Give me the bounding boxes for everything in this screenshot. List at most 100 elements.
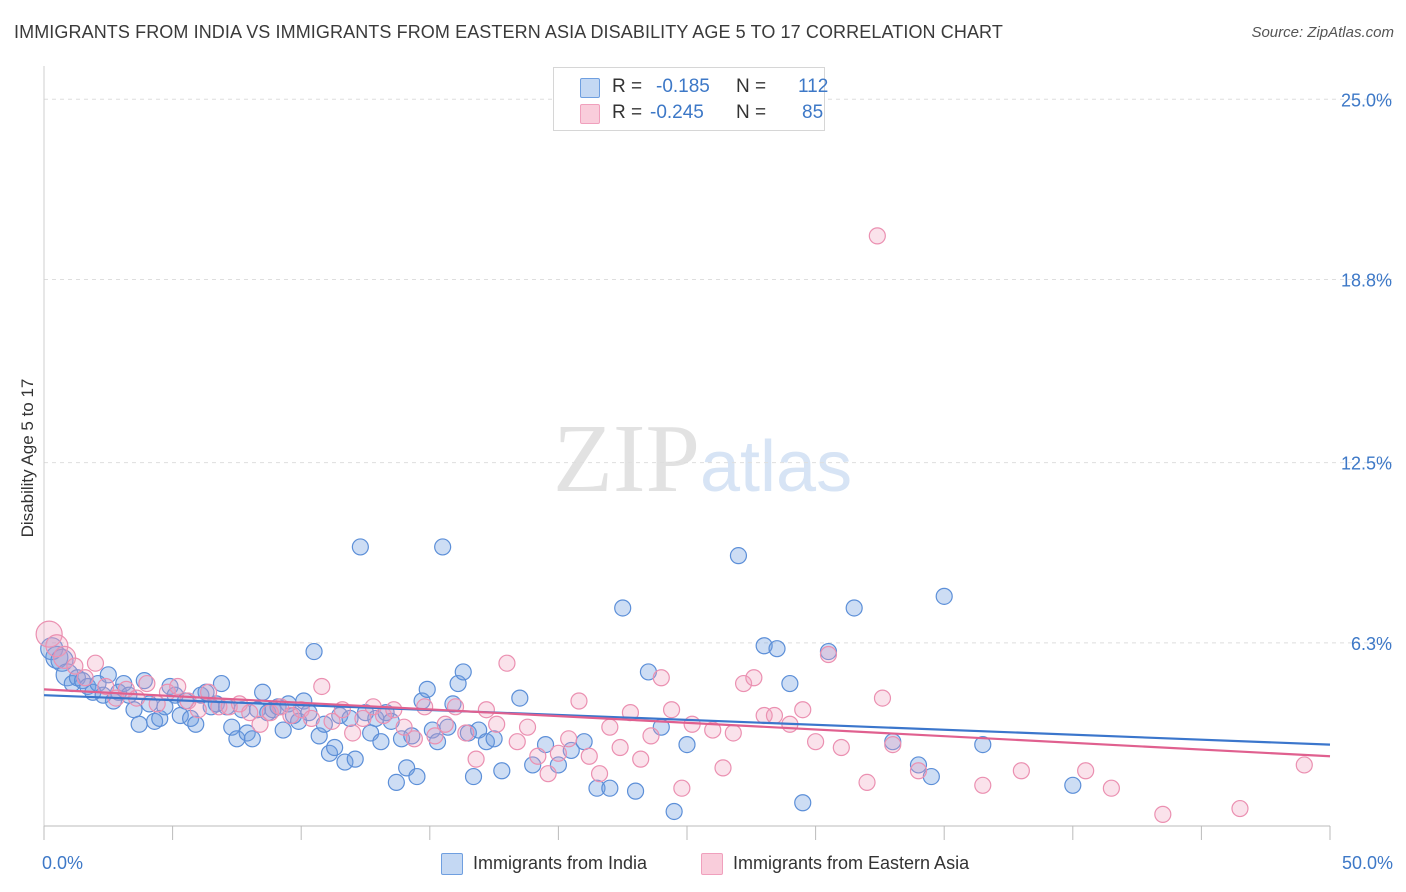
point-india-95 [614, 599, 632, 617]
legend-swatch-india [580, 78, 600, 98]
point-eastern-asia-3 [66, 657, 84, 675]
point-eastern-asia-46 [508, 733, 526, 751]
chart-source: Source: ZipAtlas.com [1251, 24, 1394, 41]
point-eastern-asia-28 [323, 712, 341, 730]
point-eastern-asia-75 [832, 738, 850, 757]
point-india-112 [974, 736, 992, 754]
point-eastern-asia-10 [138, 674, 156, 693]
point-eastern-asia-44 [488, 715, 506, 733]
legend-swatch-eastern-asia [580, 104, 600, 124]
point-india-94 [601, 779, 619, 797]
y-tick-label-1: 12.5% [1341, 454, 1392, 474]
point-india-109 [909, 756, 928, 774]
point-eastern-asia-20 [241, 704, 259, 722]
point-eastern-asia-extra-2 [1154, 805, 1172, 823]
point-eastern-asia-extra-1 [873, 689, 892, 707]
point-eastern-asia-6 [97, 677, 115, 696]
point-eastern-asia-72 [794, 701, 812, 719]
point-india-86 [493, 762, 511, 780]
point-eastern-asia-84 [1295, 756, 1313, 774]
legend-r-label-eastern-asia: R = [612, 102, 643, 123]
legend-r-value-eastern-asia: -0.245 [650, 102, 704, 123]
point-india-28 [187, 715, 205, 733]
point-eastern-asia-79 [974, 776, 992, 794]
point-eastern-asia-21 [251, 715, 269, 733]
point-india-100 [678, 736, 696, 754]
point-eastern-asia-26 [302, 709, 321, 728]
point-india-76 [434, 538, 452, 556]
point-india-103 [768, 640, 786, 658]
point-india-59 [346, 750, 364, 768]
point-eastern-asia-0 [35, 620, 63, 648]
point-india-67 [387, 773, 405, 791]
legend-n-value-eastern-asia: 85 [802, 102, 824, 123]
point-india-105 [794, 794, 812, 812]
point-eastern-asia-74 [819, 645, 838, 664]
point-india-45 [274, 721, 292, 739]
point-eastern-asia-70 [765, 706, 784, 725]
point-eastern-asia-77 [884, 736, 902, 754]
point-eastern-asia-30 [344, 724, 362, 742]
point-eastern-asia-16 [200, 683, 218, 701]
point-india-82 [464, 767, 483, 786]
point-india-96 [626, 782, 645, 800]
point-eastern-asia-55 [601, 718, 619, 736]
point-india-92 [575, 733, 593, 751]
point-india-39 [243, 730, 261, 748]
point-india-80 [454, 663, 472, 681]
point-eastern-asia-5 [86, 654, 105, 672]
point-eastern-asia-2 [52, 645, 77, 669]
trend-line-india [43, 694, 1331, 746]
y-tick-label-0: 6.3% [1351, 634, 1392, 654]
point-eastern-asia-45 [498, 654, 516, 672]
point-eastern-asia-39 [436, 715, 454, 733]
point-india-51 [305, 642, 323, 661]
point-eastern-asia-65 [714, 759, 732, 777]
point-eastern-asia-83 [1231, 799, 1249, 818]
point-eastern-asia-66 [724, 724, 742, 742]
point-eastern-asia-31 [354, 709, 372, 728]
legend-n-label-india: N = [736, 76, 767, 97]
point-india-18 [135, 672, 153, 690]
y-tick-label-3: 25.0% [1341, 90, 1392, 110]
watermark-atlas: atlas [700, 427, 853, 507]
watermark: ZIPatlas [553, 403, 852, 515]
chart-title: IMMIGRANTS FROM INDIA VS IMMIGRANTS FROM… [14, 22, 1003, 42]
point-eastern-asia-24 [282, 706, 300, 725]
point-eastern-asia-42 [467, 750, 485, 768]
point-eastern-asia-53 [580, 747, 598, 765]
point-india-71 [408, 767, 426, 786]
bottom-legend-label-india: Immigrants from India [473, 853, 648, 873]
bottom-legend-swatch-eastern-asia [701, 853, 723, 875]
point-eastern-asia-47 [518, 718, 537, 736]
point-india-2 [50, 648, 74, 672]
point-eastern-asia-76 [858, 773, 876, 791]
point-eastern-asia-1 [45, 634, 69, 658]
point-eastern-asia-58 [632, 750, 650, 768]
point-india-20 [145, 712, 164, 730]
x-tick-label-1: 50.0% [1342, 853, 1393, 873]
point-india-60 [351, 538, 369, 556]
y-tick-label-2: 18.8% [1341, 270, 1392, 290]
point-india-113 [1064, 776, 1082, 794]
point-india-99 [665, 802, 683, 821]
point-eastern-asia-61 [662, 701, 681, 719]
point-india-111 [935, 587, 953, 605]
point-india-33 [212, 674, 231, 693]
correlation-legend: R = -0.185 N = 112 R = -0.245 N = 85 [553, 67, 828, 131]
point-eastern-asia-56 [611, 738, 629, 757]
point-india-107 [845, 599, 863, 617]
point-india-104 [781, 674, 799, 693]
bottom-legend-label-eastern-asia: Immigrants from Eastern Asia [733, 853, 970, 873]
point-india-77 [439, 718, 457, 736]
point-eastern-asia-73 [806, 733, 825, 751]
point-eastern-asia-extra-0 [868, 227, 886, 245]
point-eastern-asia-41 [457, 724, 475, 742]
bottom-legend-swatch-india [441, 853, 463, 875]
point-eastern-asia-64 [704, 721, 722, 739]
point-india-102 [755, 637, 773, 655]
point-india-85 [485, 730, 503, 748]
point-india-88 [524, 756, 542, 774]
point-eastern-asia-51 [560, 730, 578, 748]
